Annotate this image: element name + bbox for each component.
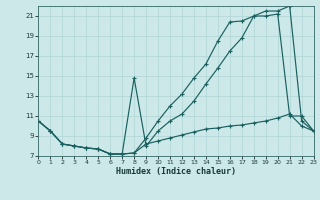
X-axis label: Humidex (Indice chaleur): Humidex (Indice chaleur) [116,167,236,176]
